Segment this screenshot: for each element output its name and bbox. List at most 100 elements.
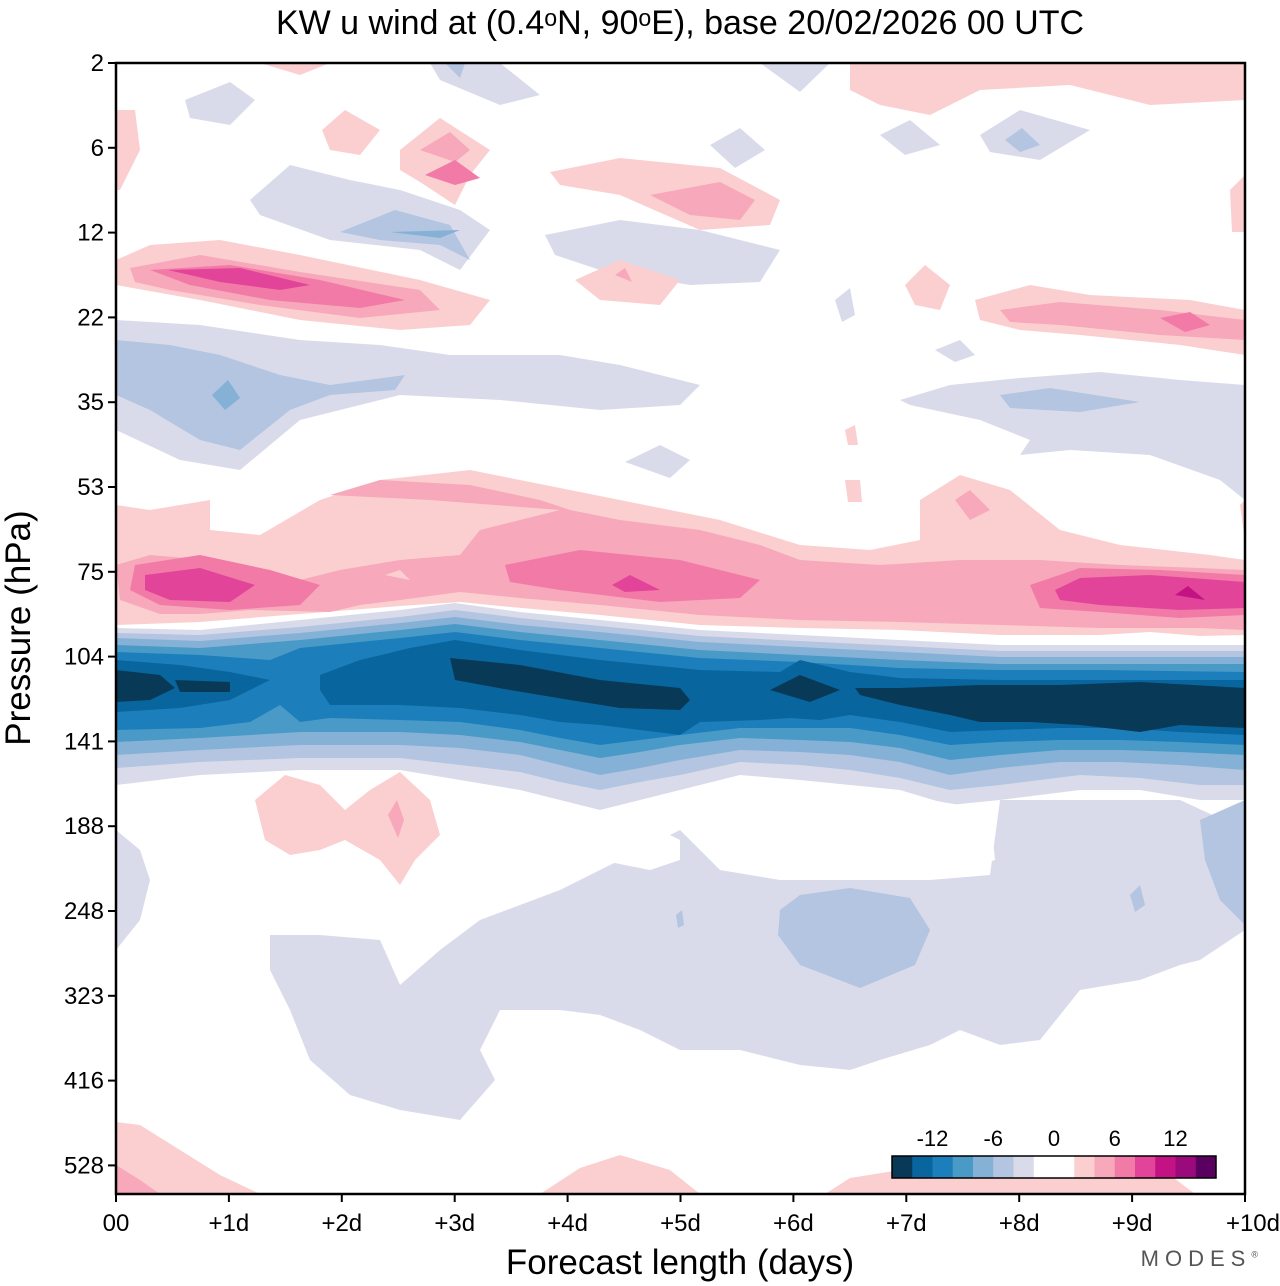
- x-tick-label: +9d: [1112, 1210, 1153, 1237]
- colorbar-swatch: [892, 1156, 913, 1178]
- y-tick-label: 104: [64, 644, 104, 671]
- contour-neg-patch: [212, 380, 240, 410]
- contour-neg-patch: [1130, 885, 1145, 912]
- y-tick-label: 6: [91, 135, 104, 162]
- contour-neg-patch: [700, 790, 995, 875]
- contour-neg-band: [855, 682, 1245, 732]
- contour-neg-patch: [900, 372, 1245, 500]
- contour-neg-patch: [430, 63, 540, 105]
- contour-neg-patch: [1200, 800, 1245, 925]
- y-tick-label: 528: [64, 1152, 104, 1179]
- x-axis-label: Forecast length (days): [506, 1243, 854, 1282]
- contour-pos-patch: [955, 490, 990, 520]
- contour-neg-patch: [778, 888, 930, 988]
- contour-neg-patch: [760, 63, 830, 92]
- contour-neg-patch: [935, 340, 975, 362]
- y-tick-label: 188: [64, 813, 104, 840]
- contour-neg-patch: [116, 320, 700, 470]
- contour-pos-patch: [168, 268, 310, 290]
- y-tick-label: 12: [77, 220, 104, 247]
- contour-pos-patch: [850, 63, 1245, 115]
- y-tick-label: 35: [77, 389, 104, 416]
- contour-pos-patch: [575, 260, 680, 305]
- colorbar-swatch: [1155, 1156, 1176, 1178]
- contour-pos-patch: [116, 1165, 160, 1194]
- contour-pos-patch: [388, 800, 404, 838]
- colorbar-swatch: [1114, 1156, 1136, 1178]
- contour-neg-patch: [390, 230, 460, 238]
- colorbar-tick-label: 0: [1048, 1126, 1060, 1151]
- contour-neg-patch: [710, 128, 765, 168]
- contour-neg-patch: [880, 120, 940, 155]
- contour-pos-patch: [425, 160, 480, 185]
- contour-fills: [116, 63, 1245, 1194]
- colorbar-swatch: [973, 1156, 994, 1178]
- contour-pos-patch: [255, 772, 440, 885]
- contour-pos-patch: [145, 568, 255, 602]
- contour-neg-patch: [1005, 128, 1040, 152]
- contour-pos-patch: [400, 118, 490, 205]
- colorbar-swatch: [1195, 1156, 1217, 1178]
- contour-pos-patch: [420, 132, 470, 162]
- contour-neg-band: [450, 658, 690, 710]
- contour-neg-patch: [116, 830, 150, 950]
- contour-pos-patch: [540, 1155, 700, 1194]
- x-tick-label: +2d: [321, 1210, 362, 1237]
- contour-pos-patch: [650, 182, 755, 220]
- contour-pos-patch: [845, 480, 862, 502]
- contour-neg-band: [175, 680, 230, 692]
- colorbar-swatch: [1175, 1156, 1197, 1178]
- y-axis: 2 6 12 22 35 53 75 104 141 188 248 323 416 528: [64, 50, 116, 1179]
- modes-logo: MODES®: [1141, 1246, 1258, 1272]
- contour-neg-patch: [600, 820, 680, 870]
- y-tick-label: 141: [64, 728, 104, 755]
- colorbar: -12 -6 0 6 12: [891, 1126, 1217, 1179]
- contour-pos-patch: [615, 268, 632, 282]
- x-tick-label: +3d: [434, 1210, 475, 1237]
- contour-pos-patch: [1055, 575, 1245, 610]
- contour-neg-patch: [340, 210, 470, 260]
- contour-pos-patch: [905, 265, 950, 310]
- contour-pos-patch: [116, 480, 1245, 630]
- colorbar-swatch: [1013, 1156, 1035, 1178]
- colorbar-tick-label: -6: [983, 1126, 1003, 1151]
- contour-neg-patch: [1000, 388, 1140, 412]
- contour-neg-patch: [185, 82, 255, 125]
- contour-neg-patch: [116, 340, 405, 450]
- x-tick-label: +5d: [660, 1210, 701, 1237]
- contour-pos-patch: [385, 570, 410, 580]
- contour-pos-patch: [116, 110, 140, 190]
- contour-neg-band: [116, 670, 175, 702]
- contour-pos-patch: [1160, 312, 1210, 332]
- colorbar-tick-label: 12: [1163, 1126, 1187, 1151]
- colorbar-swatch: [952, 1156, 974, 1178]
- y-tick-label: 53: [77, 474, 104, 501]
- modes-logo-mark: ®: [1251, 1249, 1258, 1260]
- contour-pos-patch: [845, 425, 858, 445]
- contour-pos-patch: [1175, 586, 1205, 600]
- x-axis: 00 +1d +2d +3d +4d +5d +6d +7d +8d +9d +10d: [103, 1194, 1280, 1237]
- colorbar-swatch: [1094, 1156, 1116, 1178]
- x-tick-label: +4d: [547, 1210, 588, 1237]
- contour-neg-patch: [980, 110, 1090, 160]
- contour-neg-band: [770, 675, 840, 702]
- colorbar-swatch: [1033, 1156, 1055, 1178]
- y-tick-label: 2: [91, 50, 104, 77]
- chart-title: KW u wind at (0.4ᵒN, 90ᵒE), base 20/02/2…: [276, 4, 1084, 42]
- contour-neg-patch: [445, 63, 465, 78]
- y-tick-label: 248: [64, 898, 104, 925]
- y-tick-label: 22: [77, 304, 104, 331]
- x-tick-label: +7d: [886, 1210, 927, 1237]
- contour-pos-patch: [612, 575, 660, 592]
- contour-pos-patch: [505, 550, 760, 602]
- contour-neg-patch: [676, 910, 684, 928]
- contour-pos-patch: [260, 63, 330, 75]
- contour-neg-patch: [835, 288, 855, 322]
- colorbar-swatch: [1054, 1156, 1075, 1178]
- x-tick-label: 00: [103, 1210, 130, 1237]
- colorbar-swatch: [1135, 1156, 1156, 1178]
- y-tick-label: 416: [64, 1068, 104, 1095]
- y-axis-label: Pressure (hPa): [0, 510, 38, 745]
- y-tick-label: 323: [64, 983, 104, 1010]
